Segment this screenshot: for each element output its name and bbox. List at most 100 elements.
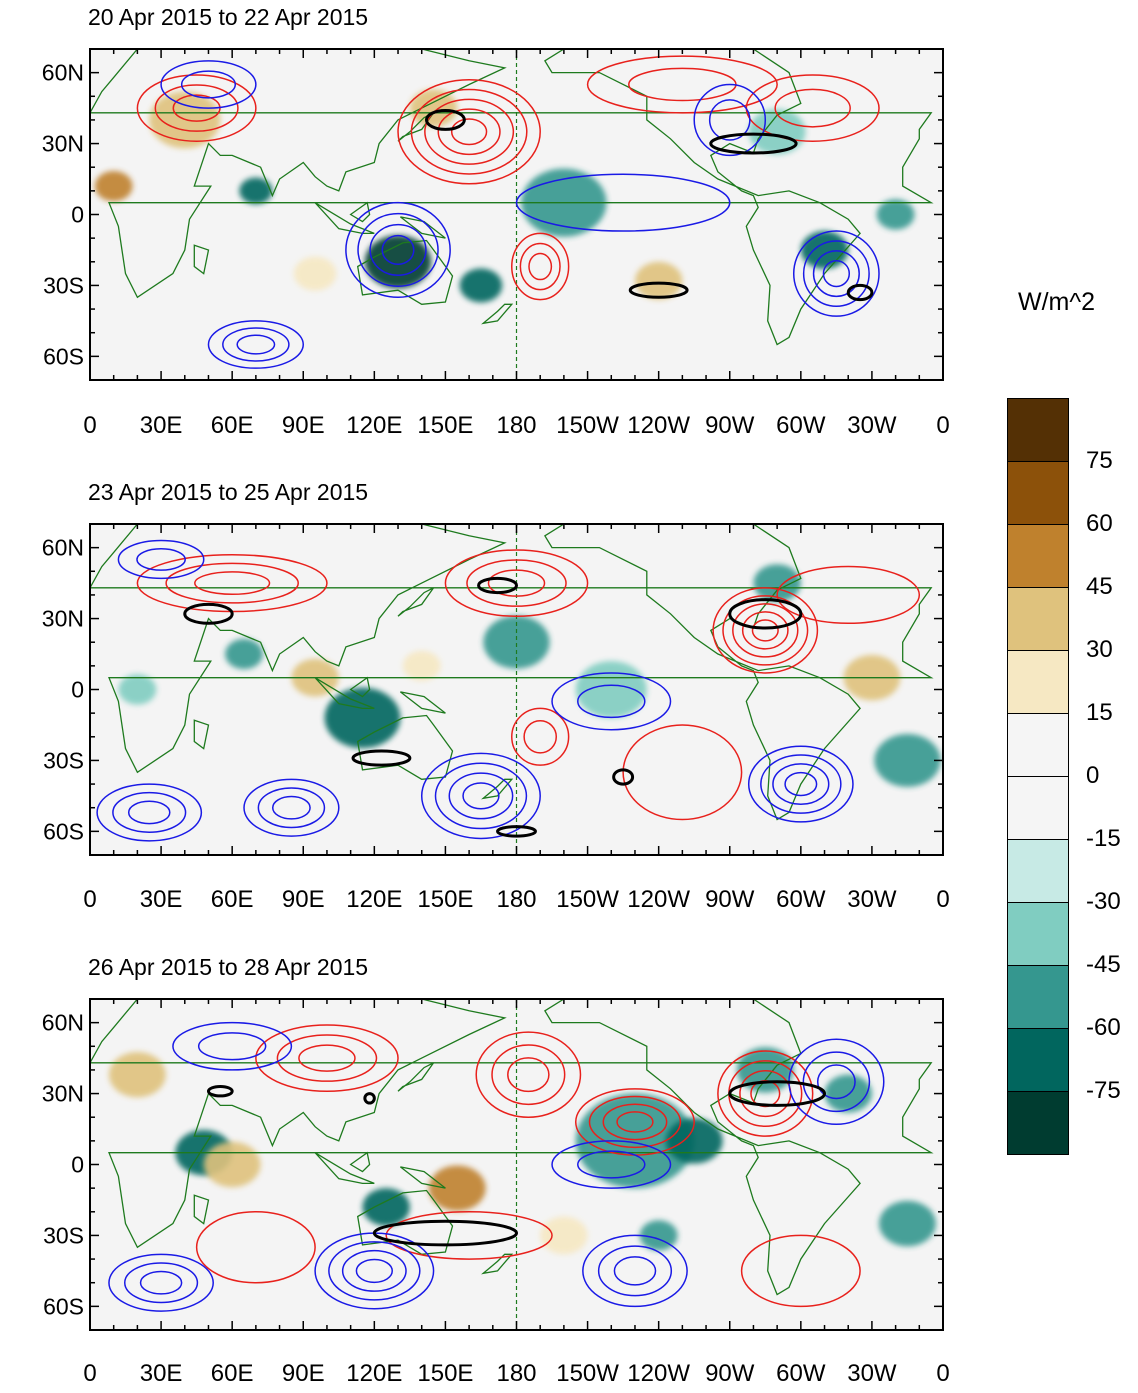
negative-contour <box>160 60 257 109</box>
coastline <box>90 524 934 774</box>
negative-contour <box>172 1021 293 1071</box>
significance-contour <box>728 598 803 630</box>
lon-label: 90E <box>281 886 325 913</box>
olr-anomaly-blob <box>94 170 133 202</box>
negative-contour <box>822 259 851 288</box>
significance-contour <box>183 602 234 625</box>
olr-anomaly-blob <box>459 268 503 303</box>
lon-label: 0 <box>936 886 950 913</box>
lon-label: 90E <box>281 412 325 439</box>
lon-label: 30W <box>847 412 897 439</box>
negative-contour <box>345 201 451 298</box>
olr-anomaly-blob <box>540 1216 588 1255</box>
colorbar-label: 0 <box>1086 762 1100 789</box>
coastline <box>193 244 210 275</box>
lon-label: 60E <box>210 1360 254 1387</box>
negative-contour <box>381 234 415 266</box>
panel-3-title: 26 Apr 2015 to 28 Apr 2015 <box>88 954 369 980</box>
lon-label: 60W <box>776 886 826 913</box>
negative-contour <box>515 173 731 232</box>
lon-label: 90W <box>705 1360 755 1387</box>
olr-anomaly-blob <box>874 733 941 787</box>
colorbar-label: 45 <box>1086 573 1113 600</box>
lon-label: 90W <box>705 412 755 439</box>
olr-anomaly-blob <box>239 177 273 205</box>
lon-label: 90W <box>705 886 755 913</box>
olr-anomaly-blob <box>824 1074 872 1113</box>
positive-contour <box>776 565 921 625</box>
negative-contour <box>355 1258 393 1284</box>
olr-anomaly-blob <box>634 261 683 300</box>
lat-label: 0 <box>71 1152 84 1178</box>
map-content <box>90 524 941 855</box>
olr-anomaly-blob <box>324 687 401 749</box>
negative-contour <box>108 1253 214 1312</box>
lon-label: 150E <box>417 1360 474 1387</box>
coastline <box>397 587 435 617</box>
negative-contour <box>207 320 305 369</box>
lon-label: 150E <box>417 886 474 913</box>
positive-contour <box>475 1031 582 1118</box>
significance-contour <box>477 576 518 595</box>
coastline <box>544 49 861 346</box>
coastline <box>314 677 375 710</box>
negative-contour <box>124 1262 199 1304</box>
significance-contour <box>206 1084 234 1098</box>
lon-label: 0 <box>83 886 97 913</box>
olr-anomaly-blob <box>118 674 157 705</box>
significance-contour <box>709 132 798 155</box>
lon-label: 180 <box>496 412 537 439</box>
panel-3-map: 60N 30N 0 30S 60S <box>42 998 944 1331</box>
positive-contour <box>717 1050 814 1137</box>
negative-contour <box>448 772 514 820</box>
olr-anomaly-blob <box>108 1051 166 1098</box>
olr-anomaly-blob <box>575 1093 695 1189</box>
panel-1-map: 60N 30N 0 30S 60S <box>42 48 944 381</box>
lat-label: 30N <box>42 606 84 632</box>
olr-anomaly-blob <box>293 256 337 291</box>
olr-anomaly-blob <box>879 1200 936 1247</box>
positive-contour <box>165 562 299 604</box>
negative-contour <box>792 230 880 317</box>
colorbar-label: -60 <box>1086 1014 1121 1041</box>
lon-label: 0 <box>936 412 950 439</box>
lon-label: 150W <box>556 1360 619 1387</box>
positive-contour <box>276 1034 378 1082</box>
olr-anomaly-blob <box>364 235 432 289</box>
lon-label: 0 <box>83 1360 97 1387</box>
lat-label: 0 <box>71 677 84 703</box>
lon-label: 120E <box>346 412 403 439</box>
coastline <box>349 1151 371 1173</box>
lat-label: 30N <box>42 1081 84 1107</box>
map-content <box>90 999 936 1330</box>
positive-contour <box>511 707 570 766</box>
negative-contour <box>357 212 439 288</box>
lon-label: 120W <box>627 1360 691 1387</box>
colorbar-box <box>1007 1028 1069 1091</box>
positive-contour <box>712 587 819 674</box>
significance-contour <box>424 108 466 131</box>
negative-contour <box>693 83 767 157</box>
colorbar-box <box>1007 398 1069 461</box>
olr-anomaly-blob <box>409 89 458 128</box>
olr-anomaly-blob <box>483 615 550 669</box>
coastline <box>314 202 375 235</box>
colorbar-label: -45 <box>1086 951 1121 978</box>
olr-anomaly-blob <box>876 199 915 230</box>
lon-label: 120E <box>346 886 403 913</box>
negative-contour <box>96 783 203 842</box>
lat-label: 30S <box>43 1222 84 1248</box>
lon-label: 90E <box>281 1360 325 1387</box>
positive-contour <box>397 78 541 185</box>
coastline <box>481 303 514 325</box>
colorbar <box>1007 398 1069 1155</box>
negative-contour <box>577 684 646 719</box>
olr-anomaly-blob <box>225 638 263 670</box>
negative-contour <box>420 752 541 840</box>
negative-contour <box>577 1150 646 1179</box>
coastline <box>544 524 861 821</box>
positive-contour <box>195 1211 316 1284</box>
positive-contour <box>437 108 501 156</box>
significance-contour <box>628 281 689 299</box>
coastline <box>193 719 210 750</box>
